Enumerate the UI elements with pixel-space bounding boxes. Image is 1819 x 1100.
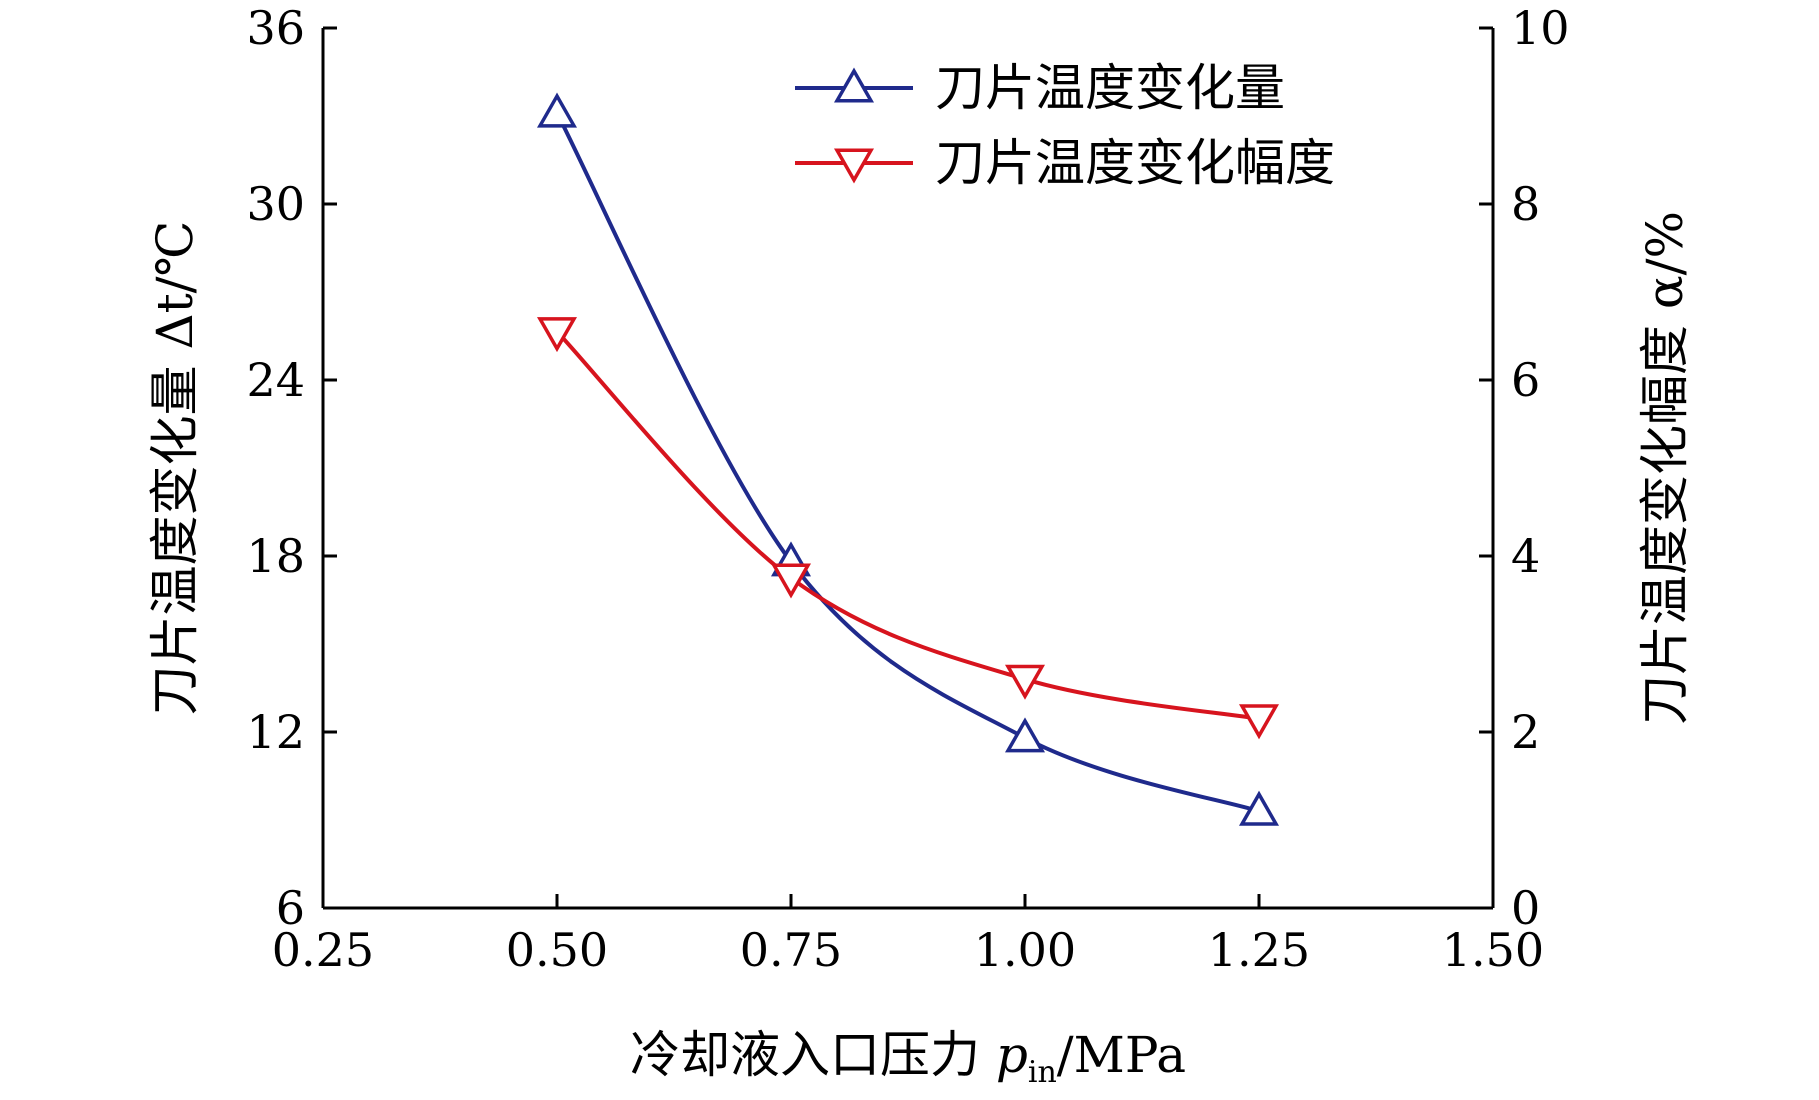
x-tick-label: 1.50 [1442,923,1544,977]
right-y-tick-label: 0 [1511,881,1540,935]
right-y-tick-label: 8 [1511,177,1540,231]
right-y-axis-title: 刀片温度变化幅度 α/% [1636,211,1694,725]
right-y-tick-label: 10 [1511,1,1570,55]
left-y-tick-label: 6 [276,881,305,935]
legend-marker-temperature-change-rate [833,148,875,184]
legend-label-temperature-change-rate: 刀片温度变化幅度 [935,134,1335,192]
series [536,92,1280,826]
data-point-temperature-change-rate [770,563,812,599]
right-y-tick-label: 6 [1511,353,1540,407]
left-y-tick-label: 18 [246,529,305,583]
left-y-tick-label: 24 [246,353,305,407]
x-tick-label: 1.00 [974,923,1076,977]
left-y-tick-label: 12 [246,705,305,759]
right-y-tick-label: 2 [1511,705,1540,759]
data-point-temperature-change-rate [536,317,578,353]
series-line-temperature-change-rate [555,330,1260,721]
legend-label-temperature-change: 刀片温度变化量 [935,59,1285,117]
x-axis-title: 冷却液入口压力 pin/MPa [630,1026,1186,1090]
ticks: 0.25 0.50 0.75 1.00 1.25 1.506121824303602468… [246,1,1569,977]
left-y-tick-label: 36 [246,1,305,55]
data-point-temperature-change-rate [1238,704,1280,740]
axes [321,28,1495,910]
left-y-axis-title: 刀片温度变化量 Δt/℃ [146,221,204,716]
data-point-temperature-change [1004,717,1046,753]
axis-labels: 冷却液入口压力 pin/MPa 刀片温度变化量 Δt/℃ 刀片温度变化幅度 α/% [146,211,1694,1090]
data-point-temperature-change [536,92,578,128]
legend-marker-temperature-change [833,67,875,103]
x-tick-label: 0.25 [272,923,374,977]
right-y-tick-label: 4 [1511,529,1540,583]
data-point-temperature-change-rate [1004,664,1046,700]
x-tick-label: 1.25 [1208,923,1310,977]
left-y-tick-label: 30 [246,177,305,231]
x-tick-label: 0.75 [740,923,842,977]
x-tick-label: 0.50 [506,923,608,977]
series-line-temperature-change [555,112,1260,814]
data-point-temperature-change [1238,790,1280,826]
